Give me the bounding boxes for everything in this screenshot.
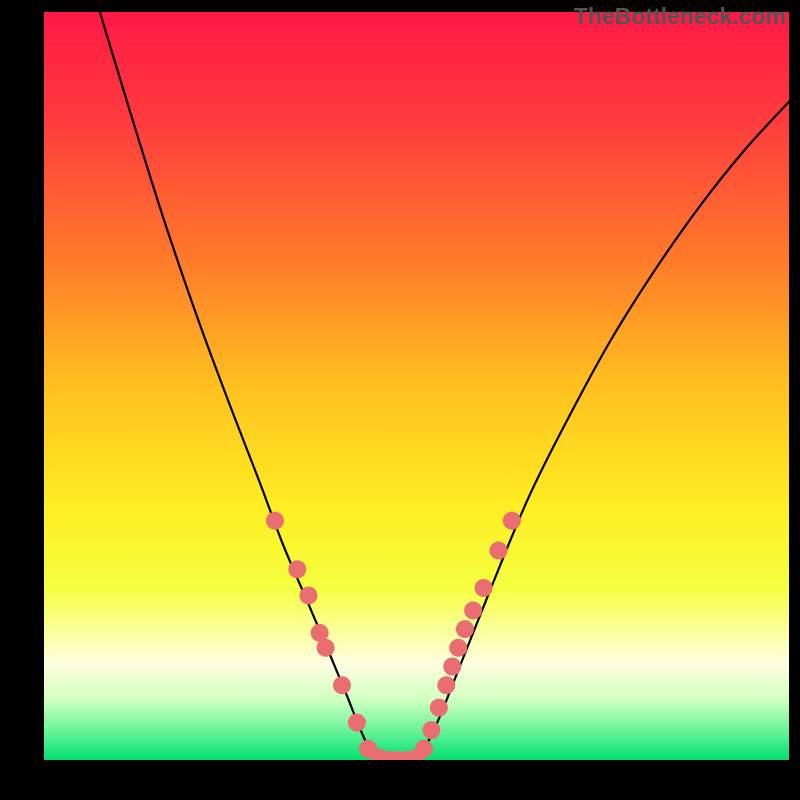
data-marker [415,740,433,758]
data-marker [464,601,482,619]
data-marker [299,586,317,604]
chart-background-gradient [44,12,789,760]
data-marker [348,714,366,732]
data-marker [443,658,461,676]
data-marker [489,542,507,560]
data-marker [422,721,440,739]
data-marker [430,699,448,717]
data-marker [266,512,284,530]
data-marker [333,676,351,694]
data-marker [456,620,474,638]
data-marker [437,676,455,694]
chart-svg [44,12,789,760]
data-marker [317,639,335,657]
data-marker [475,579,493,597]
data-marker [288,560,306,578]
data-marker [449,639,467,657]
data-marker [503,512,521,530]
chart-plot-area [44,12,789,760]
watermark-text: TheBottleneck.com [574,3,786,30]
